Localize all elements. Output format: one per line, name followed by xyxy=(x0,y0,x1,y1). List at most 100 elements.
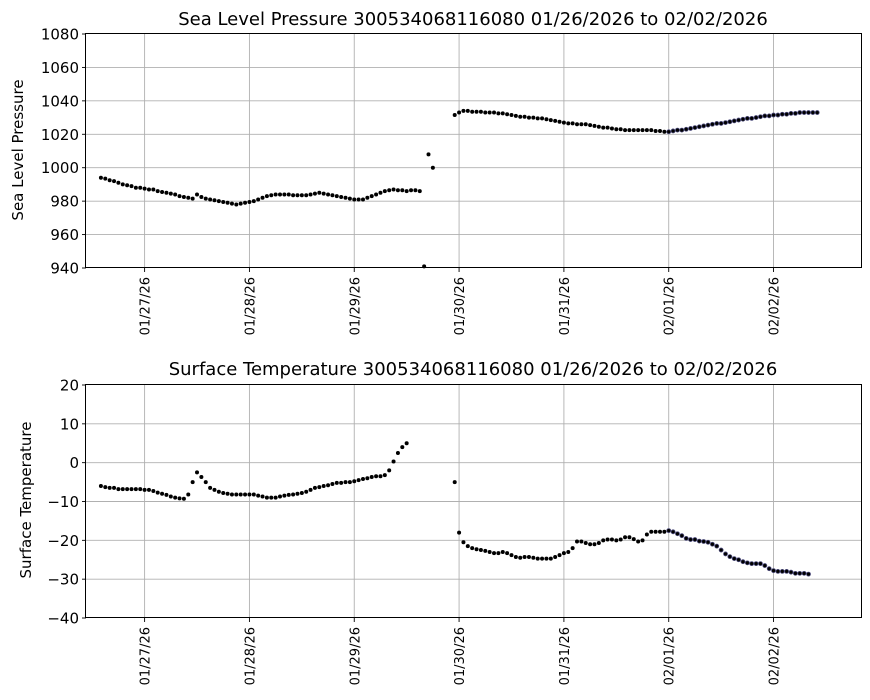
data-point xyxy=(675,127,680,133)
sea-level-pressure-chart: Sea Level Pressure 300534068116080 01/26… xyxy=(9,9,862,335)
data-point xyxy=(775,112,781,118)
data-point xyxy=(710,541,715,547)
data-point xyxy=(762,113,768,119)
data-point xyxy=(513,555,518,560)
data-point xyxy=(286,492,291,497)
data-point xyxy=(766,113,772,119)
data-point xyxy=(155,490,160,495)
data-point xyxy=(492,551,497,556)
x-tick-label: 01/27/26 xyxy=(139,277,154,335)
data-point xyxy=(618,537,623,542)
data-point xyxy=(487,549,492,554)
data-point xyxy=(190,480,195,485)
data-point xyxy=(352,197,357,202)
data-point xyxy=(360,197,365,202)
data-point xyxy=(723,120,728,125)
data-point xyxy=(588,542,593,547)
data-point xyxy=(177,496,182,501)
data-point xyxy=(701,539,707,544)
data-point xyxy=(146,187,151,192)
chart-title: Sea Level Pressure 300534068116080 01/26… xyxy=(178,9,768,30)
data-point xyxy=(221,199,226,204)
data-point xyxy=(478,109,483,114)
data-point xyxy=(788,569,794,575)
data-point xyxy=(452,480,457,485)
data-point xyxy=(391,459,396,464)
data-point xyxy=(596,541,601,546)
data-point xyxy=(644,128,649,133)
data-point xyxy=(238,201,243,206)
y-axis-label: Surface Temperature xyxy=(17,422,35,579)
data-point xyxy=(142,186,147,191)
x-tick-label: 02/01/26 xyxy=(663,627,678,685)
data-point xyxy=(736,117,742,123)
data-point xyxy=(579,122,584,127)
plot-area xyxy=(85,384,862,618)
data-point xyxy=(452,113,457,118)
data-point xyxy=(465,108,470,113)
data-point xyxy=(138,487,143,492)
data-point xyxy=(299,490,304,495)
data-point xyxy=(679,533,685,539)
data-point xyxy=(129,184,134,189)
data-point xyxy=(216,489,221,494)
data-point xyxy=(592,542,597,547)
data-point xyxy=(806,571,811,577)
data-point xyxy=(326,483,331,488)
plot-area xyxy=(85,33,862,268)
y-tick-label: −20 xyxy=(47,532,79,550)
data-point xyxy=(740,559,746,565)
data-point xyxy=(400,188,405,193)
y-tick-label: 1000 xyxy=(41,159,79,177)
data-point xyxy=(548,118,553,123)
data-point xyxy=(784,569,790,574)
data-point xyxy=(190,196,195,201)
x-tick-label: 01/28/26 xyxy=(243,277,258,335)
data-point xyxy=(278,494,282,499)
data-point xyxy=(601,538,606,543)
data-point xyxy=(579,539,584,544)
data-point xyxy=(666,129,672,135)
y-tick-label: 1020 xyxy=(41,126,79,144)
data-point xyxy=(470,546,475,551)
data-point xyxy=(229,492,234,497)
data-point xyxy=(155,189,160,194)
data-point xyxy=(151,489,156,494)
data-point xyxy=(474,547,479,552)
data-point xyxy=(186,492,191,497)
data-point xyxy=(666,528,672,534)
data-point xyxy=(649,529,654,534)
data-point xyxy=(775,569,781,574)
x-tick-label: 01/29/26 xyxy=(348,627,363,685)
data-point xyxy=(605,537,610,542)
data-point xyxy=(251,199,256,204)
data-point xyxy=(801,110,807,115)
data-point xyxy=(801,570,807,576)
data-point xyxy=(256,493,261,498)
data-point xyxy=(753,115,759,120)
data-point xyxy=(561,120,566,125)
data-point xyxy=(168,494,173,499)
data-point xyxy=(330,193,335,198)
data-point xyxy=(731,118,737,124)
data-point xyxy=(487,110,492,115)
data-point xyxy=(688,126,693,131)
data-point xyxy=(513,113,518,118)
y-tick-labels: 940 960 980 1000 1020 1040 1060 1080 xyxy=(41,26,79,278)
data-point xyxy=(640,128,645,133)
data-point xyxy=(749,561,755,567)
data-point xyxy=(483,110,488,115)
data-point xyxy=(670,529,676,535)
data-point xyxy=(160,189,165,194)
data-point xyxy=(430,165,435,170)
data-point xyxy=(404,189,409,194)
data-point xyxy=(317,485,322,490)
data-point xyxy=(701,123,707,129)
data-point xyxy=(749,116,755,121)
data-point xyxy=(369,194,374,199)
data-point xyxy=(199,475,204,480)
data-point xyxy=(291,193,296,198)
data-point xyxy=(129,487,134,492)
data-point xyxy=(596,124,601,129)
